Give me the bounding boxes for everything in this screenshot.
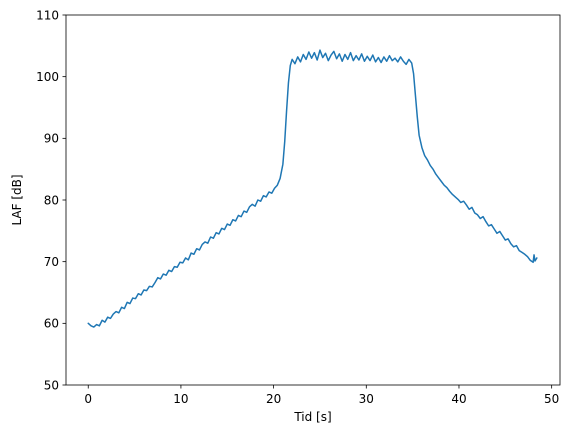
y-tick-label: 50 <box>44 378 59 392</box>
x-tick-label: 10 <box>173 392 188 406</box>
x-axis-ticks: 0 10 20 30 40 50 <box>84 385 559 406</box>
y-tick-label: 70 <box>44 255 59 269</box>
y-tick-label: 100 <box>36 70 59 84</box>
x-axis-label: Tid [s] <box>293 410 331 424</box>
x-tick-label: 50 <box>544 392 559 406</box>
y-axis-label: LAF [dB] <box>10 174 24 225</box>
y-tick-label: 90 <box>44 132 59 146</box>
series-line <box>87 49 538 328</box>
x-tick-label: 0 <box>84 392 92 406</box>
x-tick-label: 20 <box>266 392 281 406</box>
plot-frame <box>65 14 561 386</box>
y-axis-ticks: 50 60 70 80 90 100 110 <box>36 8 66 392</box>
x-tick-label: 30 <box>359 392 374 406</box>
x-tick-label: 40 <box>451 392 466 406</box>
y-tick-label: 110 <box>36 8 59 22</box>
y-tick-label: 80 <box>44 193 59 207</box>
y-tick-label: 60 <box>44 317 59 331</box>
